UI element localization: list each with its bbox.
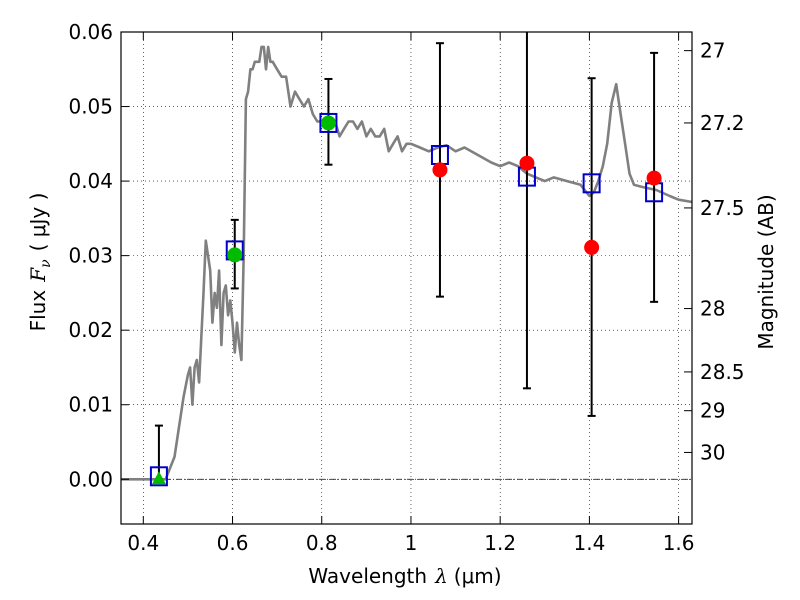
y2-tick-label-6: 30 (700, 440, 725, 464)
x-tick-label-5: 1.4 (573, 531, 605, 555)
detection-layer (151, 115, 336, 485)
y-tick-label-1: 0.01 (68, 393, 113, 417)
y-axis-label-prefix: Flux (26, 290, 50, 332)
x-tick-label-4: 1.2 (484, 531, 516, 555)
y2-tick-label-4: 28.5 (700, 360, 745, 384)
plot-frame (120, 31, 693, 525)
x-tick-label-1: 0.6 (217, 531, 249, 555)
x-axis-label-unit: (μm) (454, 564, 502, 588)
red-point-2 (584, 239, 600, 255)
tick-label-layer: 0.4 0.6 0.8 1 1.2 1.4 1.6 0.00 0.01 0.02 0.03 0.04 0… (68, 20, 744, 555)
x-tick-label-2: 0.8 (306, 531, 338, 555)
y-axis-label: Flux Fν ( μJy ) (26, 193, 54, 332)
x-axis-label-symbol: λ (434, 564, 448, 588)
y-tick-label-3: 0.03 (68, 244, 113, 268)
model-box-5 (582, 173, 601, 194)
red-point-1 (519, 155, 535, 171)
x-tick-label-6: 1.6 (663, 531, 695, 555)
x-axis-label-prefix: Wavelength (308, 564, 427, 588)
y-tick-label-6: 0.06 (68, 20, 113, 44)
red-point-0 (432, 162, 448, 178)
tick-layer (121, 31, 692, 524)
detection-point-0 (227, 247, 243, 263)
model-box-2 (319, 112, 338, 133)
y-tick-label-4: 0.04 (68, 169, 113, 193)
y-axis-label-unit: ( μJy ) (26, 193, 50, 252)
detection-point-1 (320, 115, 336, 131)
y-axis-label-subscript: ν (38, 259, 54, 268)
x-tick-label-3: 1 (405, 531, 418, 555)
model-box-0 (149, 466, 168, 487)
y2-axis-label: Magnitude (AB) (754, 194, 778, 349)
red-point-3 (646, 170, 662, 186)
y-tick-label-2: 0.02 (68, 318, 113, 342)
x-axis-label: Wavelength λ (μm) (308, 564, 501, 588)
detection-triangle-2 (151, 471, 166, 485)
y-axis-label-symbol: F (26, 267, 50, 283)
y2-tick-label-5: 29 (700, 399, 725, 423)
y-tick-label-0: 0.00 (68, 467, 113, 491)
y-tick-label-5: 0.05 (68, 95, 113, 119)
y2-tick-label-0: 27 (700, 39, 725, 63)
x-tick-label-0: 0.4 (127, 531, 159, 555)
y2-tick-label-3: 28 (700, 297, 725, 321)
y2-tick-label-1: 27.2 (700, 111, 745, 135)
non-detection-layer (432, 155, 662, 255)
y2-tick-label-2: 27.5 (700, 196, 745, 220)
